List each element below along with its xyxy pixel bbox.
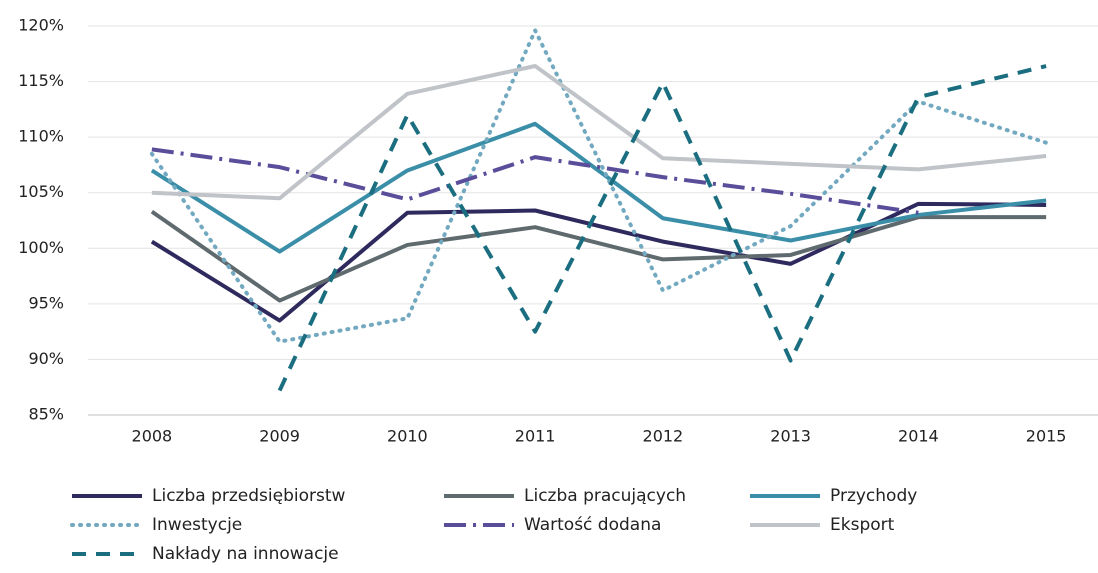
x-tick-label: 2008 [132, 427, 173, 446]
x-tick-label: 2015 [1026, 427, 1067, 446]
x-tick-label: 2013 [770, 427, 811, 446]
series-line [151, 147, 919, 215]
series-line [150, 209, 1047, 303]
y-tick-label: 85% [28, 405, 64, 424]
y-tick-label: 105% [18, 182, 64, 201]
legend-label: Nakłady na innowacje [152, 544, 339, 564]
series-line [150, 121, 1047, 254]
x-tick-label: 2009 [259, 427, 300, 446]
x-tick-label: 2014 [898, 427, 939, 446]
series-line [149, 28, 1049, 344]
y-tick-label: 100% [18, 238, 64, 257]
legend-label: Eksport [830, 515, 895, 535]
x-tick-label: 2012 [643, 427, 684, 446]
legend-label: Inwestycje [152, 515, 242, 535]
series-line [151, 64, 1047, 201]
legend-label: Liczba pracujących [524, 486, 686, 506]
y-tick-label: 115% [18, 71, 64, 90]
series-line [150, 201, 1047, 323]
y-tick-label: 90% [28, 349, 64, 368]
legend-label: Przychody [830, 486, 917, 506]
legend-label: Liczba przedsiębiorstw [152, 486, 345, 506]
y-tick-label: 120% [18, 16, 64, 35]
y-tick-label: 110% [18, 127, 64, 146]
y-tick-label: 95% [28, 293, 64, 312]
x-tick-label: 2011 [515, 427, 556, 446]
legend-label: Wartość dodana [524, 515, 661, 535]
series-line [277, 64, 1047, 392]
x-tick-label: 2010 [387, 427, 428, 446]
